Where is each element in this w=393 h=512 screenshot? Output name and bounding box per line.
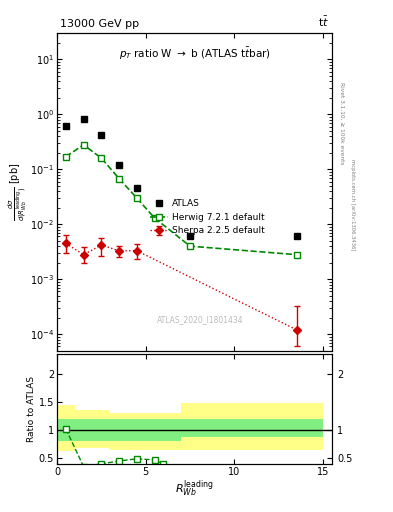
Line: Herwig 7.2.1 default: Herwig 7.2.1 default: [62, 141, 300, 258]
Herwig 7.2.1 default: [99, 155, 104, 161]
ATLAS: [134, 185, 139, 191]
X-axis label: $R_{Wb}^{\rm leading}$: $R_{Wb}^{\rm leading}$: [175, 479, 214, 499]
Text: Rivet 3.1.10, ≥ 100k events: Rivet 3.1.10, ≥ 100k events: [339, 81, 344, 164]
Herwig 7.2.1 default: [294, 251, 299, 258]
Line: ATLAS: ATLAS: [62, 116, 300, 240]
Text: 13000 GeV pp: 13000 GeV pp: [60, 18, 139, 29]
ATLAS: [294, 233, 299, 240]
ATLAS: [188, 233, 193, 240]
Herwig 7.2.1 default: [152, 215, 157, 221]
Herwig 7.2.1 default: [81, 142, 86, 148]
Herwig 7.2.1 default: [117, 176, 121, 182]
Legend: ATLAS, Herwig 7.2.1 default, Sherpa 2.2.5 default: ATLAS, Herwig 7.2.1 default, Sherpa 2.2.…: [149, 199, 265, 236]
Herwig 7.2.1 default: [64, 154, 68, 160]
Y-axis label: $\frac{d\sigma}{d(R_{Wb}^{\rm leading})}$ [pb]: $\frac{d\sigma}{d(R_{Wb}^{\rm leading})}…: [6, 163, 29, 221]
Y-axis label: Ratio to ATLAS: Ratio to ATLAS: [27, 376, 36, 442]
Text: t$\bar{t}$: t$\bar{t}$: [318, 14, 329, 29]
ATLAS: [99, 132, 104, 138]
Text: ATLAS_2020_I1801434: ATLAS_2020_I1801434: [157, 315, 243, 324]
Text: $p_T$ ratio W $\rightarrow$ b (ATLAS t$\bar{t}$bar): $p_T$ ratio W $\rightarrow$ b (ATLAS t$\…: [119, 46, 270, 62]
Herwig 7.2.1 default: [134, 195, 139, 201]
ATLAS: [64, 123, 68, 129]
Text: mcplots.cern.ch [arXiv:1306.3436]: mcplots.cern.ch [arXiv:1306.3436]: [350, 159, 355, 250]
ATLAS: [117, 162, 121, 168]
Herwig 7.2.1 default: [188, 243, 193, 249]
ATLAS: [81, 116, 86, 122]
